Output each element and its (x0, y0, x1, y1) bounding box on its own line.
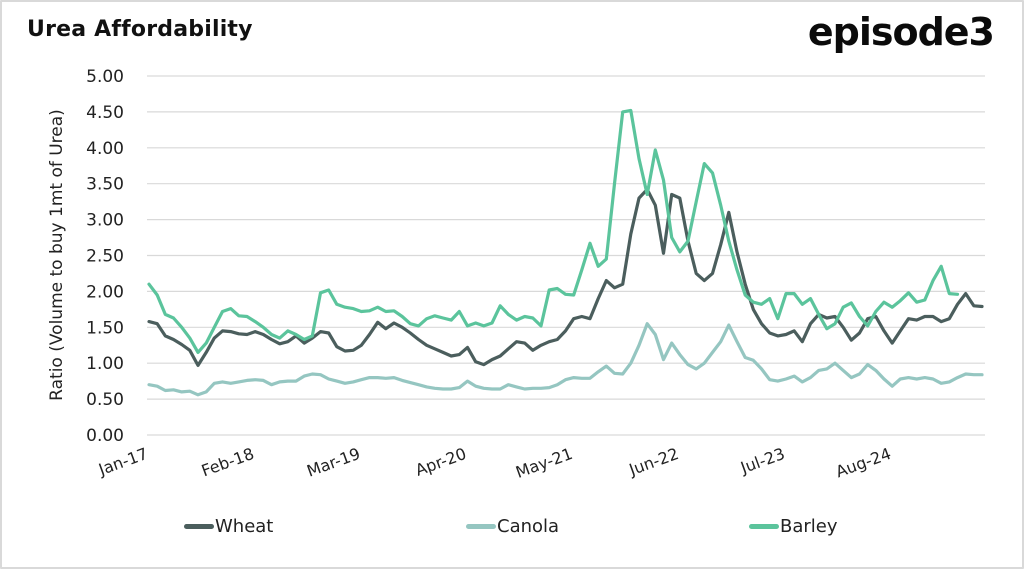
series-line-barley (147, 108, 960, 354)
y-tick-label: 3.00 (86, 211, 124, 231)
x-axis-ticks: Jan-17 Feb-18 Mar-19 Apr-20 May-21 Jun-22 Jul-… (95, 444, 893, 482)
y-tick-label: 1.00 (86, 354, 124, 374)
x-tick-label: Jul-23 (737, 444, 787, 478)
x-tick-label: Apr-20 (413, 444, 469, 480)
y-tick-label: 5.00 (86, 67, 124, 87)
legend-item-barley[interactable]: Barley (749, 516, 838, 537)
y-tick-label: 3.50 (86, 175, 124, 195)
legend-item-canola[interactable]: Canola (466, 516, 559, 537)
legend-label-canola: Canola (497, 516, 560, 537)
x-tick-label: Feb-18 (199, 444, 257, 480)
legend: Wheat Canola Barley (0, 516, 1024, 544)
legend-swatch-canola (466, 524, 496, 529)
x-tick-label: Jan-17 (95, 444, 150, 480)
y-tick-label: 4.50 (86, 103, 124, 123)
series-line-wheat (147, 187, 984, 367)
y-tick-label: 4.00 (86, 139, 124, 159)
x-tick-label: May-21 (513, 444, 575, 482)
y-tick-label: 1.50 (86, 318, 124, 338)
brand-logo: episode3 (807, 10, 995, 54)
legend-swatch-barley (749, 524, 779, 529)
series-lines (147, 108, 984, 397)
y-tick-label: 2.50 (86, 247, 124, 267)
x-tick-label: Aug-24 (833, 444, 893, 481)
legend-item-wheat[interactable]: Wheat (184, 516, 273, 537)
series-line-canola (147, 322, 984, 397)
x-tick-label: Mar-19 (304, 444, 362, 481)
y-tick-label: 2.00 (86, 282, 124, 302)
chart-title: Urea Affordability (27, 17, 253, 42)
y-axis-label: Ratio (Volume to buy 1mt of Urea) (47, 109, 67, 401)
x-tick-label: Jun-22 (626, 444, 681, 480)
legend-swatch-wheat (184, 524, 214, 529)
legend-label-barley: Barley (780, 516, 838, 537)
y-axis-ticks: 0.00 0.50 1.00 1.50 2.00 2.50 3.00 3.50 4.00 4.50… (86, 67, 124, 446)
legend-label-wheat: Wheat (215, 516, 274, 537)
y-tick-label: 0.50 (86, 390, 124, 410)
y-tick-label: 0.00 (86, 426, 124, 446)
